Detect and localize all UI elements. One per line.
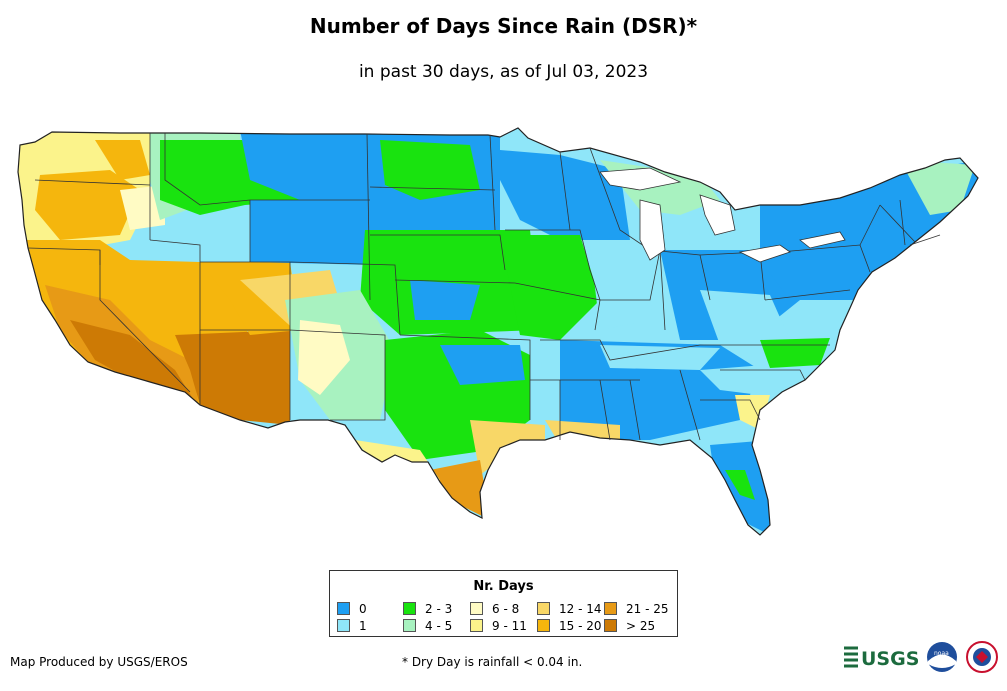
legend-title: Nr. Days <box>473 579 534 594</box>
map-subtitle: in past 30 days, as of Jul 03, 2023 <box>358 62 649 82</box>
legend-item-9-11: 9 - 11 <box>470 619 527 633</box>
legend-swatch <box>403 619 416 632</box>
legend-label: 1 <box>359 619 367 633</box>
dsr-fill-regions <box>18 128 978 535</box>
conus-outline <box>17 127 979 536</box>
legend-item-over-25: > 25 <box>604 619 655 633</box>
map-credit: Map Produced by USGS/EROS <box>10 655 188 669</box>
legend-item-1: 1 <box>337 619 367 633</box>
legend-label: > 25 <box>626 619 656 633</box>
legend-swatch <box>604 619 617 632</box>
legend-label: 9 - 11 <box>492 619 527 633</box>
legend-swatch <box>337 602 350 615</box>
legend-item-0: 0 <box>337 602 367 616</box>
legend-item-12-14: 12 - 14 <box>537 602 602 616</box>
legend-label: 21 - 25 <box>626 602 669 616</box>
legend-label: 2 - 3 <box>425 602 453 616</box>
legend-item-4-5: 4 - 5 <box>403 619 452 633</box>
map-title: Number of Days Since Rain (DSR)* <box>309 14 698 38</box>
legend-label: 0 <box>359 602 367 616</box>
legend-label: 4 - 5 <box>425 619 453 633</box>
legend-item-15-20: 15 - 20 <box>537 619 602 633</box>
agency-logos: USGS noaa <box>844 641 998 673</box>
noaa-logo-icon: noaa <box>927 642 957 672</box>
legend-item-6-8: 6 - 8 <box>470 602 519 616</box>
state-boundaries <box>27 133 941 441</box>
legend-swatch <box>537 602 550 615</box>
legend-swatch <box>604 602 617 615</box>
usgs-logo-icon: USGS <box>844 646 919 670</box>
legend-label: 12 - 14 <box>559 602 602 616</box>
legend-item-21-25: 21 - 25 <box>604 602 669 616</box>
map-legend: Nr. Days 0 1 2 - 3 4 - 5 6 - 8 9 - 11 12… <box>329 570 678 637</box>
legend-swatch <box>337 619 350 632</box>
dry-day-note: * Dry Day is rainfall < 0.04 in. <box>402 655 583 669</box>
legend-swatch <box>470 619 483 632</box>
legend-swatch <box>470 602 483 615</box>
conus-dsr-map <box>17 127 979 536</box>
usgs-logo-text: USGS <box>861 648 919 670</box>
great-lakes <box>599 167 846 263</box>
legend-swatch <box>403 602 416 615</box>
legend-item-2-3: 2 - 3 <box>403 602 452 616</box>
legend-label: 15 - 20 <box>559 619 602 633</box>
legend-label: 6 - 8 <box>492 602 520 616</box>
noaa-logo-text: noaa <box>934 650 949 657</box>
legend-swatch <box>537 619 550 632</box>
nws-logo-icon <box>966 641 998 673</box>
